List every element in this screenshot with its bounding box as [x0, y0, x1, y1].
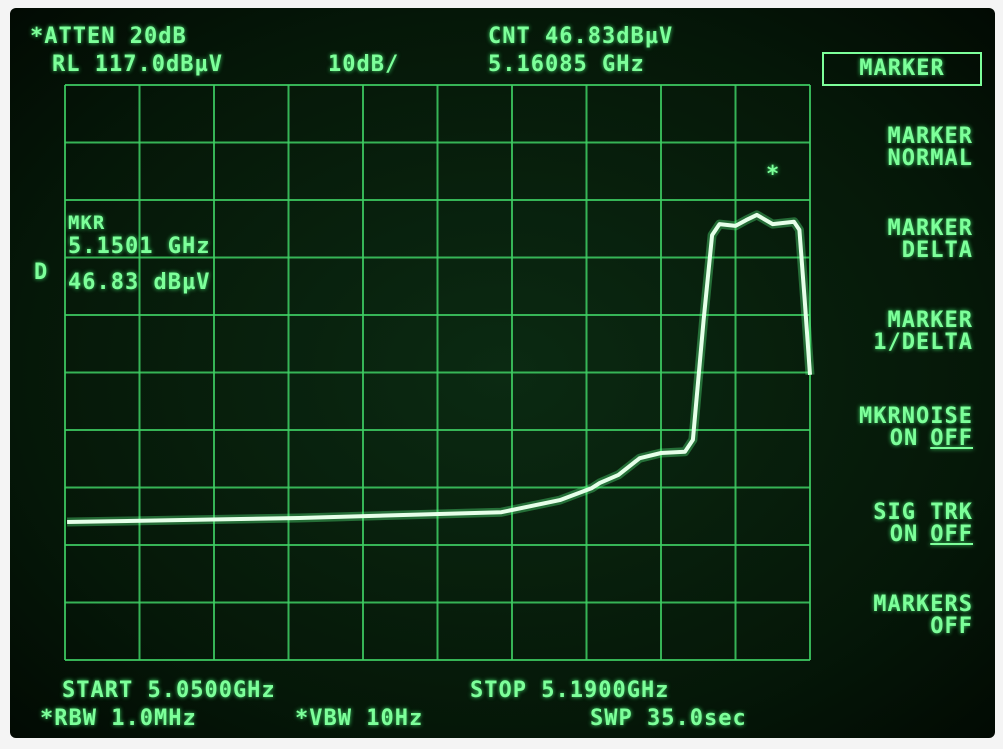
menu-title[interactable]: MARKER	[822, 52, 982, 86]
softkey-label: MKRNOISE	[859, 404, 973, 429]
ref-level: RL 117.0dBµV	[52, 52, 223, 77]
counter: CNT 46.83dBµV	[488, 24, 674, 49]
softkey[interactable]: MARKER 1/DELTA	[873, 310, 973, 354]
softkey-label: MARKER	[887, 308, 973, 333]
rbw: *RBW 1.0MHz	[40, 706, 197, 731]
plot	[64, 84, 815, 661]
softkey-label: MARKER	[887, 216, 973, 241]
mode-indicator: D	[34, 260, 49, 285]
toggle-on: ON	[889, 426, 919, 451]
toggle-off: OFF	[930, 522, 973, 547]
trace	[67, 212, 812, 524]
toggle-row: ON OFF	[859, 428, 973, 450]
softkey-label: NORMAL	[887, 146, 973, 171]
marker-freq: 5.1501 GHz	[68, 234, 211, 259]
softkey-label: MARKER	[887, 124, 973, 149]
marker-label: MKR	[68, 212, 106, 234]
softkey-label: SIG TRK	[873, 500, 973, 525]
marker-symbol: *	[766, 162, 781, 187]
softkey[interactable]: MARKER NORMAL	[888, 126, 973, 170]
toggle-off: OFF	[930, 426, 973, 451]
toggle-row: ON OFF	[873, 524, 973, 546]
softkey[interactable]: MARKER DELTA	[888, 218, 973, 262]
vbw: *VBW 10Hz	[295, 706, 424, 731]
marker-level: 46.83 dBµV	[68, 270, 211, 295]
analyzer-screen: *ATTEN 20dB RL 117.0dBµV 10dB/ CNT 46.83…	[10, 8, 995, 738]
stop-freq: STOP 5.1900GHz	[470, 678, 670, 703]
softkey-label: 1/DELTA	[873, 330, 973, 355]
sweep-time: SWP 35.0sec	[590, 706, 747, 731]
toggle-on: ON	[889, 522, 919, 547]
atten: *ATTEN 20dB	[30, 24, 187, 49]
softkey-label: OFF	[930, 614, 973, 639]
counter-freq: 5.16085 GHz	[488, 52, 645, 77]
softkey-label: DELTA	[901, 238, 973, 263]
softkey[interactable]: MKRNOISE ON OFF	[859, 406, 973, 450]
softkey[interactable]: MARKERS OFF	[873, 594, 973, 638]
softkey-label: MARKERS	[873, 592, 973, 617]
scale: 10dB/	[328, 52, 400, 77]
start-freq: START 5.0500GHz	[62, 678, 276, 703]
softkey[interactable]: SIG TRK ON OFF	[873, 502, 973, 546]
